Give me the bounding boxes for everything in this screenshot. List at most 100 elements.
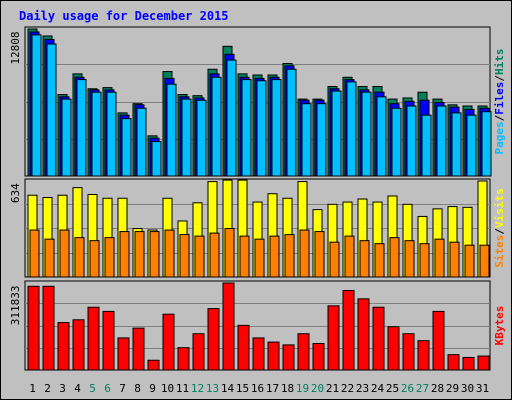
- x-tick-label: 21: [326, 382, 339, 395]
- bar-pages-day-9: [151, 141, 162, 177]
- bar-kbytes-day-2: [42, 285, 55, 371]
- bar-sites-day-2: [44, 238, 55, 278]
- bar-sites-day-17: [269, 235, 280, 278]
- bar-sites-day-27: [419, 243, 430, 278]
- x-tick-label: 4: [74, 382, 81, 395]
- bar-sites-day-14: [224, 228, 235, 278]
- legend-separator: /: [493, 228, 506, 235]
- x-tick-label: 5: [89, 382, 96, 395]
- bar-kbytes-day-6: [102, 310, 115, 371]
- bar-pages-day-8: [136, 107, 147, 177]
- bar-sites-day-15: [239, 235, 250, 278]
- bar-kbytes-day-21: [327, 305, 340, 371]
- bar-pages-day-1: [31, 34, 42, 177]
- bar-pages-day-22: [346, 81, 357, 177]
- bar-kbytes-day-19: [297, 333, 310, 371]
- legend-kbytes: KBytes: [493, 306, 506, 346]
- bar-kbytes-day-14: [222, 282, 235, 371]
- bar-pages-day-18: [286, 68, 297, 177]
- legend-hits-files-pages: Pages/Files/Hits: [493, 49, 506, 155]
- x-tick-label: 20: [311, 382, 324, 395]
- bar-kbytes-day-27: [417, 340, 430, 371]
- bar-kbytes-day-20: [312, 342, 325, 371]
- x-tick-label: 24: [371, 382, 385, 395]
- bar-sites-day-13: [209, 232, 220, 278]
- bar-pages-day-5: [91, 91, 102, 177]
- bar-kbytes-day-31: [477, 355, 490, 371]
- bar-pages-day-19: [301, 103, 312, 177]
- bar-kbytes-day-17: [267, 341, 280, 371]
- bar-sites-day-10: [164, 229, 175, 278]
- bar-sites-day-20: [314, 231, 325, 278]
- panel-visits-sites: 634: [9, 178, 491, 278]
- x-tick-label: 17: [266, 382, 279, 395]
- bar-sites-day-19: [299, 229, 310, 278]
- bar-pages-day-20: [316, 103, 327, 177]
- bar-pages-day-10: [166, 83, 177, 177]
- x-tick-label: 8: [134, 382, 141, 395]
- x-tick-label: 27: [416, 382, 429, 395]
- bar-kbytes-day-13: [207, 308, 220, 371]
- x-tick-label: 25: [386, 382, 399, 395]
- chart-title: Daily usage for December 2015: [19, 9, 229, 23]
- bar-pages-day-4: [76, 79, 87, 177]
- x-tick-label: 2: [44, 382, 51, 395]
- bar-pages-day-6: [106, 91, 117, 177]
- bar-sites-day-8: [134, 231, 145, 278]
- bar-sites-day-18: [284, 234, 295, 278]
- x-tick-label: 7: [119, 382, 126, 395]
- bar-kbytes-day-29: [447, 354, 460, 371]
- x-tick-label: 29: [446, 382, 459, 395]
- bar-pages-day-31: [481, 111, 492, 177]
- legend-item-visits: Visits: [493, 188, 506, 228]
- bar-pages-day-30: [466, 114, 477, 177]
- bar-kbytes-day-12: [192, 333, 205, 371]
- bar-pages-day-29: [451, 112, 462, 177]
- bar-sites-day-9: [149, 231, 160, 278]
- bar-sites-day-1: [29, 229, 40, 278]
- bar-sites-day-30: [464, 244, 475, 278]
- bar-pages-day-21: [331, 90, 342, 177]
- x-tick-label: 12: [191, 382, 204, 395]
- bar-kbytes-day-4: [72, 319, 85, 371]
- panel-kbytes: 311833: [9, 280, 491, 371]
- bar-sites-day-24: [374, 243, 385, 278]
- bar-kbytes-day-23: [357, 298, 370, 371]
- bar-kbytes-day-24: [372, 306, 385, 371]
- bar-kbytes-day-7: [117, 337, 130, 371]
- bar-kbytes-day-18: [282, 344, 295, 371]
- bar-sites-day-7: [119, 231, 130, 278]
- bar-kbytes-day-26: [402, 333, 415, 371]
- panel-hits-files-pages: 12808: [9, 26, 492, 177]
- legend-separator: /: [493, 114, 506, 121]
- bar-sites-day-23: [359, 240, 370, 278]
- legend-visits-sites: Sites/Visits: [493, 188, 506, 268]
- legend-item-pages: Pages: [493, 121, 506, 154]
- bar-kbytes-day-25: [387, 326, 400, 371]
- bar-pages-day-25: [391, 107, 402, 177]
- bar-pages-day-3: [61, 98, 72, 177]
- bar-pages-day-26: [406, 105, 417, 177]
- bar-sites-day-11: [179, 234, 190, 278]
- legend-item-sites: Sites: [493, 235, 506, 268]
- x-tick-label: 10: [161, 382, 174, 395]
- x-tick-label: 11: [176, 382, 189, 395]
- x-tick-label: 19: [296, 382, 309, 395]
- bar-pages-day-23: [361, 91, 372, 177]
- bar-kbytes-day-8: [132, 327, 145, 371]
- x-tick-label: 3: [59, 382, 66, 395]
- bar-kbytes-day-3: [57, 322, 70, 371]
- bar-sites-day-16: [254, 238, 265, 278]
- bar-sites-day-29: [449, 241, 460, 278]
- x-tick-label: 22: [341, 382, 354, 395]
- bar-sites-day-4: [74, 237, 85, 278]
- bar-pages-day-16: [256, 80, 267, 177]
- bar-pages-day-12: [196, 99, 207, 177]
- bar-kbytes-day-11: [177, 347, 190, 371]
- bar-sites-day-12: [194, 235, 205, 278]
- bar-pages-day-27: [421, 114, 432, 177]
- bar-pages-day-7: [121, 118, 132, 177]
- x-tick-label: 26: [401, 382, 414, 395]
- x-tick-label: 6: [104, 382, 111, 395]
